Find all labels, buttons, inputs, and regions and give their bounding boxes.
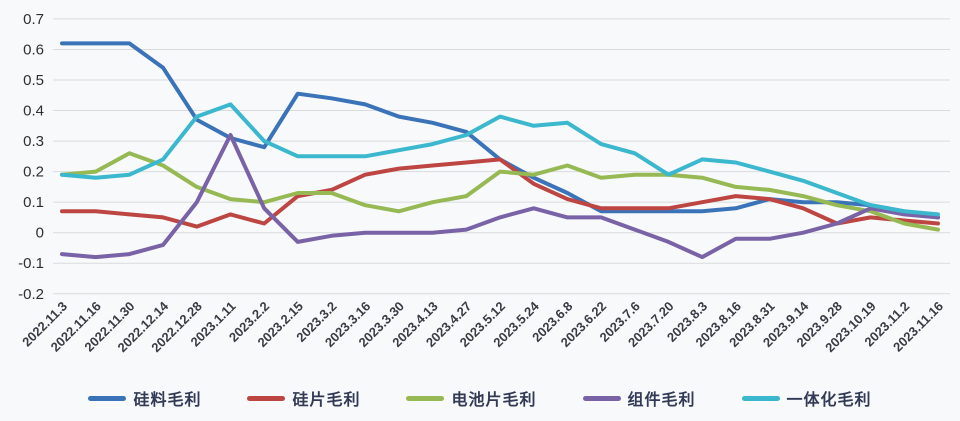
legend-label-cell: 电池片毛利 (451, 392, 537, 409)
y-axis-tick-label-0: 0 (36, 225, 44, 242)
legend-swatch-integrated (741, 395, 780, 401)
legend-label-module: 组件毛利 (627, 392, 696, 409)
legend-swatch-module (582, 395, 621, 401)
y-axis-tick-label--0.2: -0.2 (18, 286, 44, 303)
chart-legend: 硅料毛利 硅片毛利 电池片毛利 组件毛利 一体化毛利 (0, 386, 960, 410)
legend-label-integrated: 一体化毛利 (786, 392, 872, 409)
y-axis-tick-label-0.6: 0.6 (23, 41, 44, 58)
y-axis-tick-label-0.7: 0.7 (23, 11, 44, 28)
y-axis-tick-label-0.3: 0.3 (23, 133, 44, 150)
series-line-电池片毛利 (60, 151, 940, 232)
series-line-硅片毛利 (60, 157, 940, 229)
series-line-组件毛利 (60, 133, 940, 260)
y-axis-tick-label-0.2: 0.2 (23, 164, 44, 181)
legend-swatch-cell (406, 395, 445, 401)
y-axis-tick-label-0.5: 0.5 (23, 72, 44, 89)
y-axis-tick-label-0.1: 0.1 (23, 194, 44, 211)
legend-swatch-silicon-material (88, 395, 127, 401)
legend-item-module: 组件毛利 (582, 386, 696, 410)
y-axis-tick-label-0.4: 0.4 (23, 103, 44, 120)
legend-item-wafer: 硅片毛利 (247, 386, 360, 410)
legend-swatch-wafer (247, 395, 286, 401)
legend-item-silicon-material: 硅料毛利 (88, 386, 201, 410)
legend-item-integrated: 一体化毛利 (741, 386, 872, 410)
legend-item-cell: 电池片毛利 (406, 386, 536, 410)
legend-label-silicon-material: 硅料毛利 (133, 392, 202, 409)
y-axis-tick-label--0.1: -0.1 (18, 255, 44, 272)
series-line-一体化毛利 (60, 102, 940, 217)
legend-label-wafer: 硅片毛利 (292, 392, 361, 409)
series-line-硅料毛利 (60, 41, 940, 220)
